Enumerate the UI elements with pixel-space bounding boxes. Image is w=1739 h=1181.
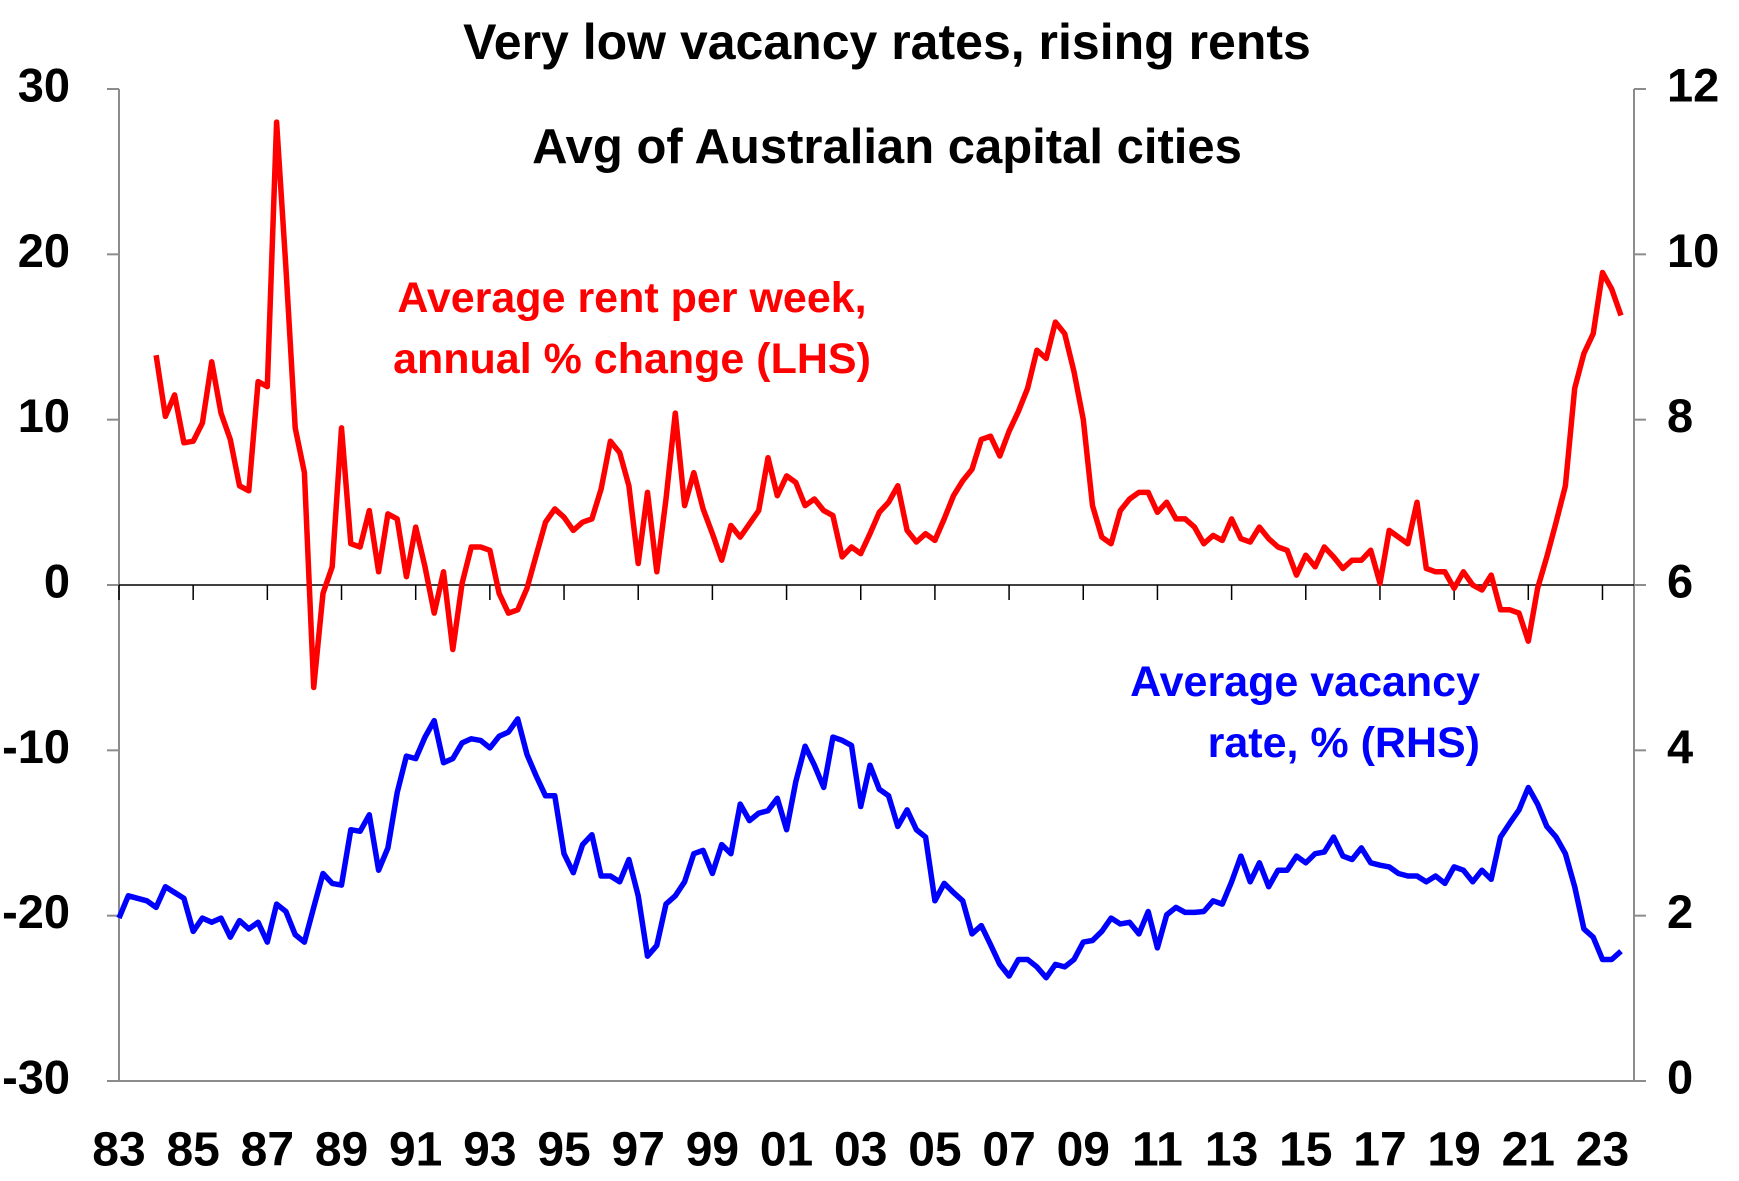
x-tick-label: 95	[537, 1124, 590, 1177]
x-tick-label: 83	[92, 1124, 145, 1177]
x-tick-label: 99	[686, 1124, 739, 1177]
x-tick-label: 85	[166, 1124, 219, 1177]
x-tick-label: 05	[908, 1124, 961, 1177]
x-tick-label: 89	[315, 1124, 368, 1177]
y2-tick-label: 10	[1667, 224, 1719, 277]
x-tick-label: 19	[1427, 1124, 1480, 1177]
y2-tick-label: 2	[1667, 885, 1693, 938]
y-tick-label: 20	[18, 224, 70, 277]
x-tick-label: 17	[1353, 1124, 1406, 1177]
series-line	[153, 119, 1624, 691]
y-tick-label: 30	[18, 58, 70, 111]
x-tick-label: 21	[1502, 1124, 1555, 1177]
series-label: Average rent per week, annual % change (…	[393, 274, 871, 383]
y2-tick-label: 0	[1667, 1050, 1693, 1103]
x-tick-label: 91	[389, 1124, 442, 1177]
y2-tick-label: 4	[1667, 720, 1693, 773]
x-tick-label: 97	[612, 1124, 665, 1177]
y-tick-label: -30	[2, 1050, 70, 1103]
x-tick-label: 09	[1057, 1124, 1110, 1177]
x-tick-label: 23	[1576, 1124, 1629, 1177]
x-tick-label: 93	[463, 1124, 516, 1177]
x-tick-label: 87	[241, 1124, 294, 1177]
x-tick-label: 03	[834, 1124, 887, 1177]
chart-subtitle: Avg of Australian capital cities	[532, 120, 1242, 174]
x-tick-label: 01	[760, 1124, 813, 1177]
series-label: Average vacancy rate, % (RHS)	[1130, 658, 1480, 767]
x-tick-label: 11	[1132, 1124, 1183, 1177]
y2-tick-label: 8	[1667, 389, 1693, 442]
y-tick-label: -10	[2, 720, 70, 773]
chart-title: Very low vacancy rates, rising rents	[463, 14, 1311, 70]
y-tick-label: -20	[2, 885, 70, 938]
x-tick-label: 15	[1279, 1124, 1332, 1177]
y2-tick-label: 12	[1667, 58, 1719, 111]
y-tick-label: 10	[18, 389, 70, 442]
y-tick-label: 0	[44, 554, 70, 607]
y2-tick-label: 6	[1667, 554, 1693, 607]
x-tick-label: 07	[982, 1124, 1035, 1177]
x-tick-label: 13	[1205, 1124, 1258, 1177]
series-line	[116, 716, 1623, 981]
